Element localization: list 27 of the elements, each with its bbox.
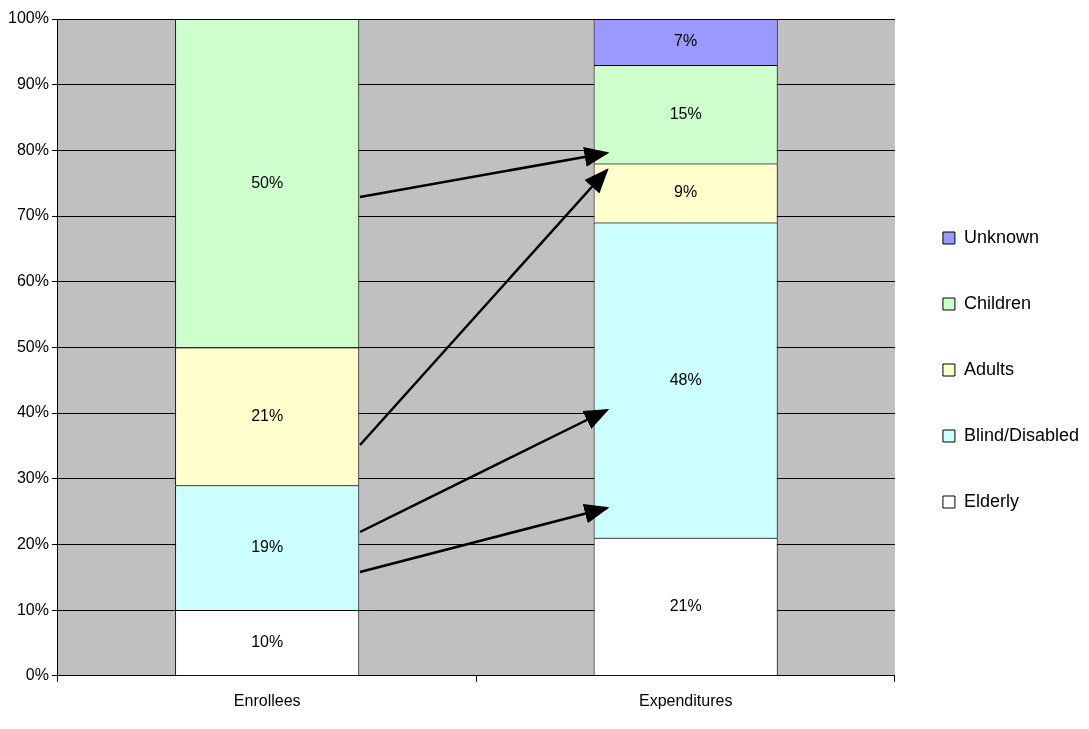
data-label: 10% bbox=[251, 633, 284, 651]
data-label: 21% bbox=[669, 596, 702, 614]
data-label: 50% bbox=[251, 173, 284, 191]
y-tick-label: 20% bbox=[16, 534, 49, 552]
x-tick-label: Expenditures bbox=[638, 691, 733, 709]
y-tick-label: 70% bbox=[16, 206, 49, 224]
y-tick-label: 0% bbox=[25, 666, 49, 684]
data-label: 9% bbox=[674, 183, 698, 201]
x-tick-label: Enrollees bbox=[233, 691, 301, 709]
y-tick-label: 60% bbox=[16, 272, 49, 290]
y-tick-label: 90% bbox=[16, 75, 49, 93]
y-tick-label: 100% bbox=[8, 9, 49, 27]
data-label: 7% bbox=[674, 32, 698, 50]
legend-label: Blind/Disabled bbox=[963, 424, 1080, 445]
y-tick-label: 40% bbox=[16, 403, 49, 421]
y-tick-label: 30% bbox=[16, 469, 49, 487]
legend-label: Adults bbox=[963, 358, 1014, 379]
data-label: 19% bbox=[251, 538, 284, 556]
data-label: 48% bbox=[669, 370, 702, 388]
y-tick-label: 80% bbox=[16, 140, 49, 158]
data-label: 15% bbox=[669, 104, 702, 122]
y-tick-label: 50% bbox=[16, 337, 49, 355]
legend-label: Children bbox=[963, 292, 1031, 313]
y-tick-label: 10% bbox=[16, 600, 49, 618]
data-label: 21% bbox=[251, 406, 284, 424]
legend-label: Unknown bbox=[963, 226, 1039, 247]
legend-label: Elderly bbox=[963, 490, 1019, 511]
